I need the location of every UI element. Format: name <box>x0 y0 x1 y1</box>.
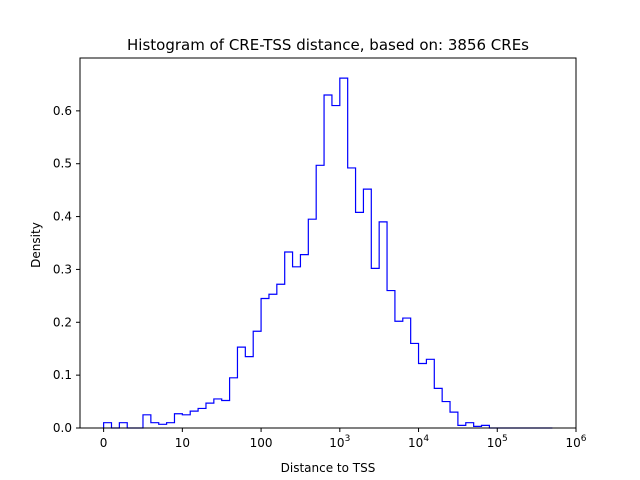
x-tick-label: 103 <box>329 434 350 450</box>
x-axis-label: Distance to TSS <box>281 461 376 475</box>
chart-title: Histogram of CRE-TSS distance, based on:… <box>127 36 529 54</box>
x-tick-label: 104 <box>408 434 429 450</box>
x-tick-label: 106 <box>565 434 586 450</box>
x-tick-label: 105 <box>487 434 508 450</box>
y-axis-label: Density <box>29 222 43 268</box>
x-tick-label: 10 <box>175 436 190 450</box>
y-tick-label: 0.5 <box>53 157 72 171</box>
x-tick-label: 0 <box>100 436 108 450</box>
y-tick-label: 0.6 <box>53 104 72 118</box>
histogram-step-line <box>103 77 553 429</box>
y-tick-label: 0.3 <box>53 262 72 276</box>
x-tick-label: 100 <box>250 436 273 450</box>
y-tick-label: 0.2 <box>53 315 72 329</box>
y-tick-label: 0.0 <box>53 421 72 435</box>
plot-area: 0.0 0.1 0.2 0.3 0.4 0.5 0.6 0 10 100 103 104 105 106 <box>53 57 587 450</box>
axes-frame <box>79 57 577 429</box>
y-tick-label: 0.4 <box>53 210 72 224</box>
y-tick-label: 0.1 <box>53 368 72 382</box>
